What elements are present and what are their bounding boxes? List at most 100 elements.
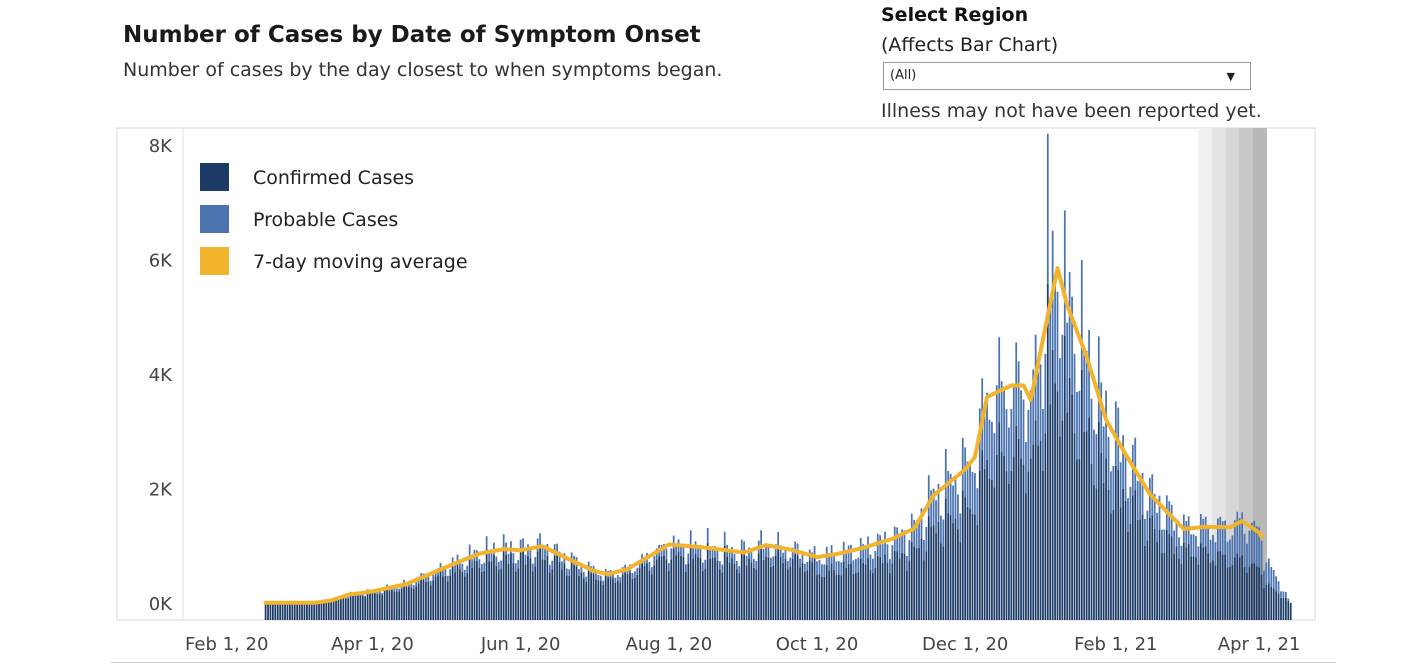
- probable-bar: [1204, 516, 1207, 547]
- confirmed-bar: [976, 524, 979, 620]
- probable-bar: [901, 529, 903, 553]
- confirmed-bar: [828, 570, 831, 620]
- probable-bar: [1168, 501, 1171, 534]
- probable-bar: [1129, 486, 1132, 524]
- confirmed-bar: [284, 602, 286, 620]
- confirmed-bar: [670, 559, 673, 620]
- confirmed-bar: [410, 587, 413, 620]
- confirmed-bar: [1015, 425, 1018, 620]
- confirmed-bar: [335, 599, 337, 620]
- confirmed-bar: [517, 568, 520, 620]
- probable-bar: [689, 530, 692, 545]
- confirmed-bar: [1226, 567, 1229, 620]
- confirmed-bar: [488, 561, 490, 620]
- probable-bar: [1127, 498, 1129, 532]
- probable-bar: [361, 594, 364, 596]
- confirmed-bar: [405, 587, 408, 620]
- probable-bar: [1141, 472, 1144, 515]
- probable-bar: [1008, 427, 1010, 484]
- confirmed-bar: [791, 558, 794, 620]
- confirmed-bar: [337, 598, 340, 620]
- probable-bar: [1085, 350, 1088, 432]
- confirmed-bar: [505, 554, 507, 620]
- probable-bar: [1056, 291, 1059, 392]
- probable-bar: [403, 579, 405, 585]
- region-filter-sublabel: (Affects Bar Chart): [881, 34, 1059, 56]
- confirmed-bar: [1284, 598, 1287, 620]
- confirmed-bar: [614, 582, 617, 620]
- y-tick-label: 6K: [149, 251, 173, 272]
- confirmed-bar: [1112, 509, 1115, 620]
- confirmed-bar: [937, 521, 940, 620]
- confirmed-bar: [852, 573, 855, 620]
- confirmed-bar: [1034, 420, 1037, 620]
- confirmed-bar: [582, 578, 585, 620]
- confirmed-bar: [451, 566, 454, 620]
- confirmed-bar: [1046, 283, 1049, 620]
- probable-bar: [872, 558, 874, 573]
- confirmed-bar: [648, 570, 651, 620]
- confirmed-bar: [745, 565, 748, 620]
- probable-bar: [932, 488, 935, 526]
- confirmed-bar: [597, 580, 600, 620]
- probable-bar: [1170, 504, 1173, 537]
- confirmed-bar: [393, 591, 396, 620]
- probable-bar: [988, 419, 991, 479]
- confirmed-bar: [1127, 531, 1129, 620]
- probable-bar: [745, 555, 748, 566]
- probable-bar: [779, 545, 782, 557]
- confirmed-bar: [1175, 546, 1178, 620]
- confirmed-bar: [1216, 551, 1219, 620]
- confirmed-bar: [310, 602, 313, 620]
- confirmed-bar: [838, 574, 840, 620]
- probable-bar: [1224, 520, 1226, 555]
- confirmed-bar: [966, 506, 969, 620]
- confirmed-bar: [590, 573, 592, 620]
- probable-bar: [1122, 435, 1124, 489]
- confirmed-bar: [444, 575, 447, 620]
- probable-bar: [1093, 429, 1095, 486]
- confirmed-bar: [774, 555, 777, 620]
- confirmed-bar: [1105, 458, 1107, 620]
- probable-bar: [714, 546, 716, 558]
- probable-bar: [597, 574, 600, 581]
- confirmed-bar: [1250, 563, 1253, 620]
- confirmed-bar: [289, 602, 291, 620]
- confirmed-bar: [991, 479, 993, 620]
- region-select-dropdown[interactable]: (All) ▼: [883, 62, 1251, 90]
- probable-bar: [364, 595, 367, 598]
- confirmed-bar: [1190, 556, 1192, 620]
- probable-bar: [507, 553, 510, 564]
- confirmed-bar: [344, 598, 347, 620]
- probable-bar: [718, 561, 721, 570]
- confirmed-bar: [864, 564, 867, 620]
- probable-bar: [1003, 386, 1005, 456]
- probable-bar: [1032, 369, 1035, 445]
- confirmed-bar: [915, 548, 918, 620]
- probable-bar: [1221, 521, 1224, 555]
- x-tick-label: Feb 1, 20: [185, 634, 268, 655]
- confirmed-bar: [575, 566, 578, 620]
- confirmed-bar: [483, 570, 486, 620]
- y-tick-label: 8K: [149, 136, 173, 157]
- probable-bar: [1107, 436, 1110, 490]
- probable-bar: [456, 554, 459, 565]
- confirmed-bar: [633, 577, 636, 620]
- probable-bar: [425, 576, 427, 582]
- confirmed-bar: [1049, 404, 1052, 620]
- confirmed-bar: [599, 581, 602, 620]
- confirmed-bar: [624, 572, 626, 620]
- probable-bar: [514, 563, 517, 572]
- confirmed-bar: [769, 566, 772, 620]
- confirmed-bar: [1139, 519, 1141, 620]
- chart-subtitle: Number of cases by the day closest to wh…: [123, 59, 723, 81]
- probable-bar: [1124, 452, 1127, 501]
- confirmed-bar: [779, 556, 782, 620]
- confirmed-bar: [1178, 558, 1180, 620]
- x-tick-label: Apr 1, 20: [331, 634, 414, 655]
- confirmed-bar: [641, 563, 643, 620]
- probable-bar: [636, 567, 639, 575]
- probable-bar: [1012, 387, 1015, 457]
- confirmed-bar: [704, 568, 707, 620]
- probable-bar: [1063, 210, 1066, 336]
